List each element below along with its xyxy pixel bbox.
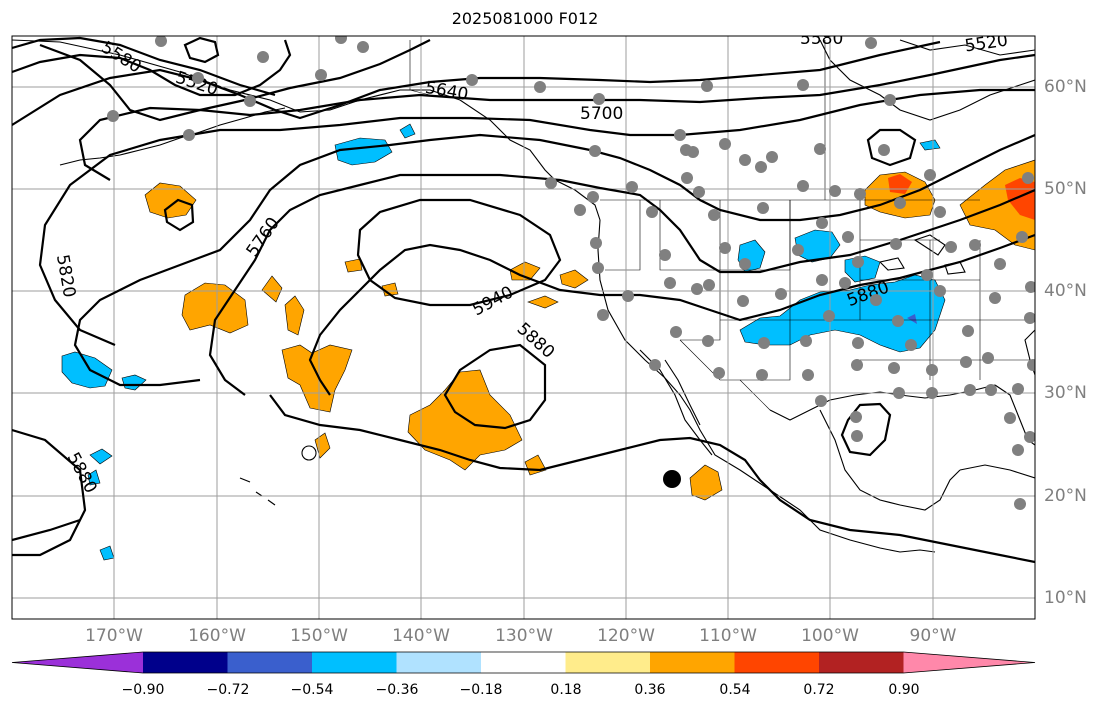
shaded-negative-areas (61, 123, 946, 561)
colorbar-tick-label: −0.54 (290, 682, 334, 698)
lat-label: 60°N (1044, 77, 1087, 97)
colorbar-tick-label: −0.90 (121, 682, 165, 698)
lon-label: 130°W (495, 626, 553, 646)
colorbar-segment (819, 652, 904, 673)
colorbar-tick-label: −0.36 (375, 682, 419, 698)
colorbar-segment (565, 652, 651, 673)
lat-label: 10°N (1044, 588, 1087, 608)
lat-label: 30°N (1044, 383, 1087, 403)
colorbar-tick-label: 0.18 (550, 682, 582, 698)
colorbar (11, 651, 1036, 674)
colorbar-tick-label: 0.72 (803, 682, 835, 698)
lon-label: 100°W (801, 626, 859, 646)
lon-label: 90°W (909, 626, 957, 646)
colorbar-segment (396, 652, 482, 673)
colorbar-segment (650, 652, 735, 673)
lon-label: 160°W (188, 626, 246, 646)
colorbar-extend-low (12, 652, 143, 673)
map-frame (11, 35, 1036, 620)
lat-label: 40°N (1044, 281, 1087, 301)
contour-label: 5700 (580, 104, 623, 124)
lat-label: 20°N (1044, 486, 1087, 506)
colorbar-segment (481, 652, 566, 673)
lon-label: 120°W (597, 626, 655, 646)
colorbar-segment (734, 652, 820, 673)
lon-label: 110°W (699, 626, 757, 646)
colorbar-segment (143, 652, 228, 673)
map-title: 2025081000 F012 (451, 9, 599, 28)
lon-label: 140°W (392, 626, 450, 646)
colorbar-tick-label: −0.18 (459, 682, 503, 698)
colorbar-segment (227, 652, 313, 673)
colorbar-tick-label: −0.72 (206, 682, 250, 698)
station-dots (107, 36, 1035, 510)
lon-label: 150°W (290, 626, 348, 646)
colorbar-extend-high (903, 652, 1035, 673)
colorbar-segment (312, 652, 397, 673)
lon-label: 170°W (85, 626, 143, 646)
colorbar-tick-label: 0.36 (634, 682, 666, 698)
colorbar-tick-label: 0.90 (888, 682, 920, 698)
lat-label: 50°N (1044, 179, 1087, 199)
shaded-positive-areas (144, 159, 1035, 501)
contour-label: 5520 (964, 31, 1010, 57)
colorbar-tick-label: 0.54 (719, 682, 751, 698)
black-dot-marker (663, 470, 681, 488)
colorbar-outline (11, 651, 1036, 674)
contour-label: 5580 (800, 29, 843, 49)
